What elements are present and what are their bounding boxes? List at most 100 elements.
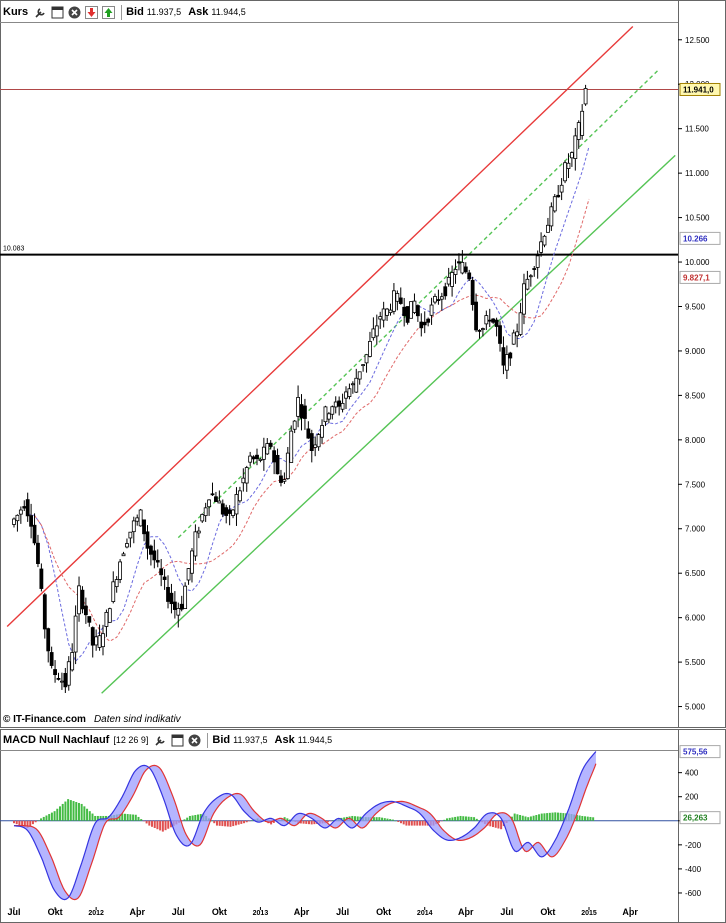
candle-body — [563, 162, 567, 182]
bid-label: Bid — [126, 6, 144, 18]
x-tick-label: Apr — [129, 907, 145, 917]
window-icon[interactable] — [51, 6, 64, 19]
histogram-bar — [302, 820, 305, 824]
histogram-bar — [240, 820, 243, 824]
histogram-bar — [332, 820, 335, 821]
candle-body — [402, 306, 407, 317]
candle-body — [224, 507, 229, 516]
histogram-bar — [283, 817, 286, 821]
candle-body — [559, 184, 564, 193]
arrow-up-icon[interactable] — [102, 5, 116, 19]
histogram-bar — [53, 811, 56, 821]
candle-body — [244, 467, 249, 484]
y-tick-label: 11.500 — [685, 125, 709, 134]
candle-body — [374, 325, 379, 337]
macd-line — [13, 751, 597, 901]
x-tick-label: Jul — [172, 907, 185, 917]
window-icon[interactable] — [171, 734, 184, 747]
candle-body — [422, 321, 427, 326]
x-tick-label: Okt — [212, 907, 227, 917]
candle-body — [350, 383, 355, 386]
y-tick-label: 10.500 — [685, 214, 710, 223]
arrow-down-icon[interactable] — [85, 5, 99, 19]
histogram-bar — [562, 813, 565, 821]
candle-body — [576, 122, 581, 140]
x-tick-label: Jul — [500, 907, 513, 917]
candle-body — [114, 579, 119, 588]
histogram-bar — [543, 813, 546, 821]
histogram-bar — [559, 812, 562, 821]
bid-ask: Bid 11.937,5 Ask 11.944,5 — [126, 6, 250, 18]
wrench-icon[interactable] — [154, 734, 167, 747]
histogram-bar — [372, 817, 375, 821]
x-tick-label: Okt — [48, 907, 63, 917]
histogram-bar — [524, 816, 527, 821]
histogram-bar — [529, 816, 532, 821]
candle-body — [467, 272, 472, 280]
candle-body — [542, 235, 547, 246]
candle-body — [193, 531, 198, 557]
candle-body — [46, 628, 51, 652]
histogram-bar — [546, 813, 549, 821]
histogram-bar — [213, 820, 216, 824]
wrench-icon[interactable] — [34, 6, 47, 19]
histogram-bar — [405, 820, 408, 826]
histogram-bar — [454, 816, 457, 821]
candle-body — [234, 494, 239, 515]
candle-body — [549, 206, 554, 227]
macd-chart[interactable]: 4002000-200-400-600575,5626,263JulOkt201… — [0, 729, 726, 923]
candle-body — [415, 305, 420, 317]
histogram-bar — [96, 815, 99, 821]
candle-body — [494, 319, 499, 327]
candle-body — [169, 592, 174, 605]
candle-body — [231, 509, 235, 516]
close-icon[interactable] — [68, 6, 81, 19]
histogram-bar — [305, 820, 308, 824]
macd-y-tick-label: 200 — [685, 793, 699, 802]
candle-body — [330, 406, 335, 415]
moving-average-short — [27, 146, 590, 663]
histogram-bar — [80, 803, 83, 821]
candle-body — [511, 332, 516, 345]
candle-body — [381, 308, 386, 321]
candle-body — [22, 506, 27, 509]
candle-body — [457, 261, 461, 264]
histogram-bar — [42, 816, 45, 821]
candle-body — [87, 616, 92, 623]
histogram-bar — [167, 820, 170, 829]
candle-body — [152, 550, 157, 561]
histogram-bar — [199, 814, 202, 821]
histogram-bar — [118, 814, 121, 821]
candle-body — [412, 300, 417, 314]
histogram-bar — [548, 812, 551, 821]
source-note: Daten sind indikativ — [93, 714, 181, 725]
last-price-tag: 11.941,0 — [683, 85, 714, 94]
histogram-bar — [221, 820, 224, 827]
histogram-bar — [516, 814, 519, 821]
candle-body — [97, 635, 102, 648]
candle-body — [18, 509, 23, 515]
macd-y-tick-label: 400 — [685, 769, 699, 778]
histogram-bar — [554, 812, 557, 821]
candle-body — [409, 301, 413, 319]
candle-body — [203, 507, 208, 517]
histogram-bar — [389, 819, 392, 821]
histogram-bar — [48, 814, 51, 821]
candle-body — [368, 341, 372, 357]
histogram-bar — [351, 815, 354, 821]
candle-body — [66, 661, 71, 686]
histogram-bar — [69, 800, 72, 821]
candle-body — [580, 110, 585, 136]
candle-body — [306, 428, 311, 439]
candle-body — [289, 430, 294, 463]
histogram-bar — [121, 813, 124, 821]
candle-body — [121, 553, 126, 557]
price-chart[interactable]: 5.000 5.500 6.000 6.500 7.000 7.500 8.000 8.500… — [0, 0, 726, 728]
histogram-bar — [443, 819, 446, 821]
candle-body — [392, 290, 396, 312]
candle-body — [36, 542, 40, 564]
close-icon[interactable] — [188, 734, 201, 747]
candle-body — [504, 354, 509, 371]
histogram-bar — [13, 820, 15, 824]
candle-body — [196, 530, 201, 534]
